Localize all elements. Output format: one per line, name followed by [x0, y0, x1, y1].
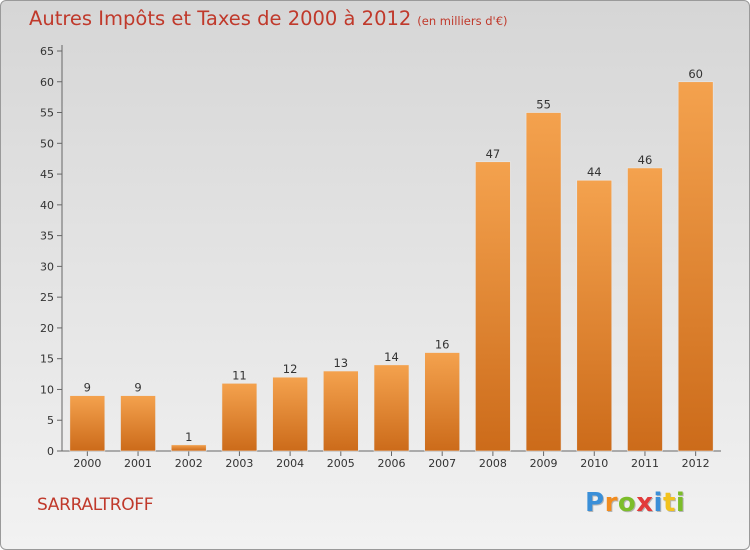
- bar-2009: [525, 112, 562, 452]
- y-tick-label: 25: [40, 291, 54, 304]
- value-label-2011: 46: [638, 153, 653, 167]
- x-tick-label-2011: 2011: [631, 457, 659, 470]
- bar-2003: [221, 383, 258, 452]
- value-label-2006: 14: [384, 350, 399, 364]
- value-label-2005: 13: [333, 356, 348, 370]
- y-tick-label: 10: [40, 383, 54, 396]
- bar-2011: [627, 167, 663, 452]
- x-tick-label-2008: 2008: [479, 457, 507, 470]
- bar-2005: [323, 370, 359, 452]
- chart-title-text: Autres Impôts et Taxes de 2000 à 2012: [29, 7, 412, 30]
- bar-2012: [677, 81, 714, 452]
- x-tick-label-2007: 2007: [428, 457, 456, 470]
- bar-2004: [272, 376, 308, 452]
- y-tick-label: 0: [47, 445, 54, 458]
- x-tick-label-2004: 2004: [276, 457, 304, 470]
- bar-2007: [424, 352, 460, 452]
- value-label-2010: 44: [587, 165, 602, 179]
- logo-letter: t: [662, 488, 676, 518]
- y-tick-label: 15: [40, 353, 54, 366]
- value-label-2000: 9: [84, 381, 91, 395]
- y-tick-labels: 0 5 10 15 20 25 30 35 40 45 50 55 60 65: [40, 45, 54, 458]
- chart-title: Autres Impôts et Taxes de 2000 à 2012 (en…: [29, 7, 508, 30]
- logo-letter: P: [585, 488, 605, 518]
- x-tick-label-2002: 2002: [175, 457, 203, 470]
- logo-letter: i: [653, 488, 663, 518]
- proxiti-logo: Proxiti: [585, 488, 685, 518]
- y-tick-label: 60: [40, 76, 54, 89]
- x-tick-label-2012: 2012: [682, 457, 710, 470]
- logo-letter: x: [636, 488, 654, 518]
- bars: [69, 81, 714, 452]
- x-tick-labels: 2000 2001 2002 2003 2004 2005 2006 2007 2008 2009…: [73, 457, 709, 470]
- x-tick-label-2009: 2009: [530, 457, 558, 470]
- bar-2010: [576, 179, 613, 452]
- y-tick-label: 50: [40, 137, 54, 150]
- y-tick-label: 20: [40, 322, 54, 335]
- value-label-2001: 9: [134, 381, 141, 395]
- value-label-2009: 55: [536, 98, 551, 112]
- x-tick-label-2003: 2003: [225, 457, 253, 470]
- value-label-2007: 16: [435, 338, 450, 352]
- bar-2000: [69, 395, 106, 452]
- logo-letter: i: [675, 488, 686, 518]
- x-tick-label-2001: 2001: [124, 457, 152, 470]
- value-label-2003: 11: [232, 368, 247, 382]
- value-label-2012: 60: [688, 67, 703, 81]
- y-tick-label: 35: [40, 230, 54, 243]
- logo-letter: o: [617, 488, 637, 518]
- chart-subtitle: (en milliers d'€): [417, 14, 508, 28]
- x-tick-label-2005: 2005: [327, 457, 355, 470]
- bar-2002: [170, 444, 207, 452]
- value-label-2004: 12: [283, 362, 298, 376]
- value-label-2002: 1: [185, 430, 192, 444]
- bar-2006: [373, 364, 410, 452]
- y-tick-label: 65: [40, 45, 54, 58]
- x-tick-label-2006: 2006: [378, 457, 406, 470]
- y-tick-label: 5: [47, 414, 54, 427]
- city-name: SARRALTROFF: [37, 495, 154, 515]
- y-tick-label: 55: [40, 107, 54, 120]
- y-tick-label: 30: [40, 260, 54, 273]
- logo-letter: r: [604, 488, 618, 518]
- value-label-2008: 47: [486, 147, 501, 161]
- bar-2008: [475, 161, 511, 452]
- x-tick-label-2010: 2010: [580, 457, 608, 470]
- y-tick-label: 40: [40, 199, 54, 212]
- x-tick-label-2000: 2000: [73, 457, 101, 470]
- bar-2001: [120, 395, 156, 452]
- y-tick-label: 45: [40, 168, 54, 181]
